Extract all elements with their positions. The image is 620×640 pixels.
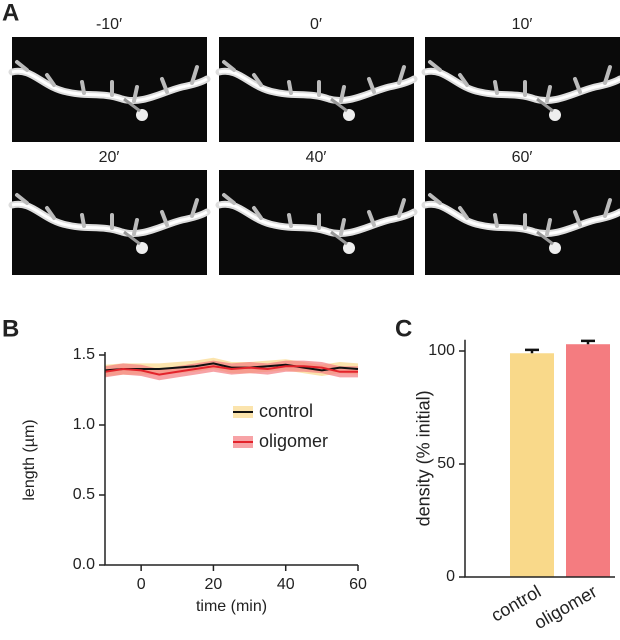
bar xyxy=(510,353,554,577)
micrograph xyxy=(219,37,414,142)
error-bar xyxy=(525,348,539,354)
image-label: 20′ xyxy=(99,149,120,166)
panel-label: B xyxy=(2,315,19,342)
x-tick-label: 20 xyxy=(205,576,223,593)
micrograph xyxy=(12,170,207,275)
y-tick-label: 0.5 xyxy=(73,486,95,503)
x-tick-label: 40 xyxy=(277,576,295,593)
micrograph xyxy=(425,37,620,142)
error-bar xyxy=(581,339,595,345)
y-axis-label: length (µm) xyxy=(21,419,38,500)
x-tick-label: 60 xyxy=(349,576,367,593)
micrograph xyxy=(12,37,207,142)
y-tick-label: 100 xyxy=(428,342,455,359)
legend-label: oligomer xyxy=(259,431,328,451)
image-label: 10′ xyxy=(512,16,533,33)
y-tick-label: 50 xyxy=(437,455,455,472)
x-axis-label: time (min) xyxy=(196,598,267,615)
axis xyxy=(104,352,358,566)
line xyxy=(104,362,359,372)
panel-label: C xyxy=(395,315,412,342)
y-axis-label: density (% initial) xyxy=(414,390,434,526)
image-label: 60′ xyxy=(512,149,533,166)
line xyxy=(104,365,358,376)
image-label: -10′ xyxy=(96,16,122,33)
y-tick-label: 1.5 xyxy=(73,346,95,363)
x-tick-label: 0 xyxy=(137,576,146,593)
micrograph xyxy=(425,170,620,275)
y-tick-label: 1.0 xyxy=(73,416,95,433)
panel-label: A xyxy=(2,0,19,26)
x-tick-label: oligomer xyxy=(531,581,601,633)
y-tick-label: 0 xyxy=(446,568,455,585)
micrograph xyxy=(219,170,414,275)
image-label: 40′ xyxy=(306,149,327,166)
legend-label: control xyxy=(259,401,313,421)
y-tick-label: 0.0 xyxy=(73,556,95,573)
bar xyxy=(566,344,610,577)
image-label: 0′ xyxy=(310,16,322,33)
